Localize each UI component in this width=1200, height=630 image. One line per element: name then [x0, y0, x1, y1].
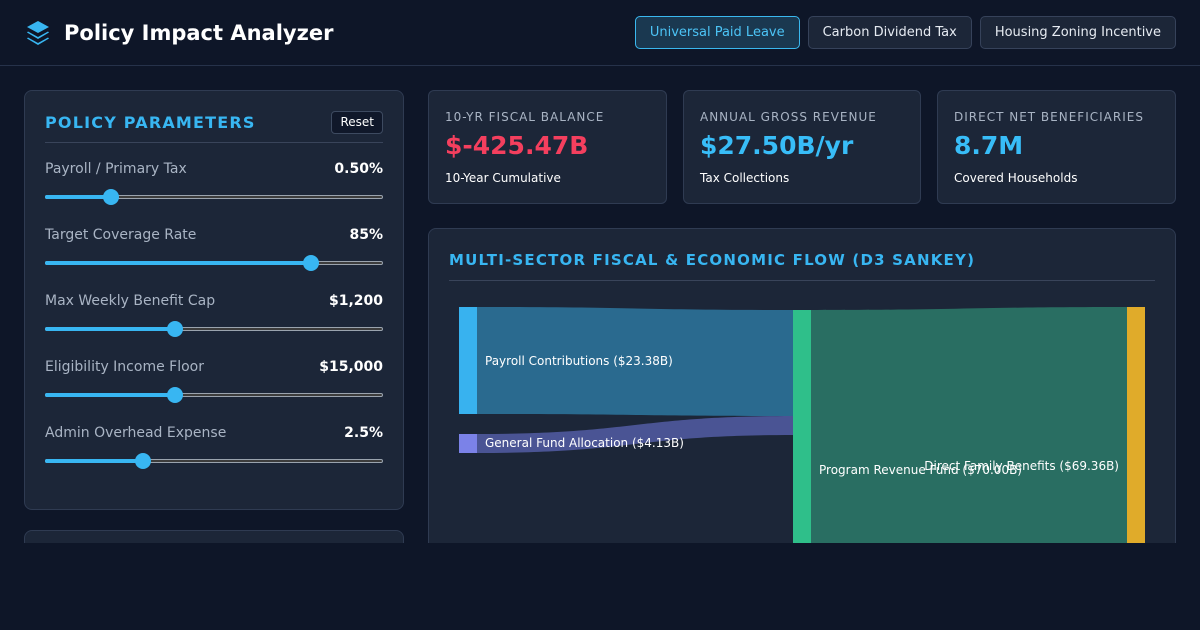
slider-thumb[interactable]: [102, 189, 119, 205]
sankey-node-family-benefits[interactable]: [1127, 307, 1145, 557]
param-admin-overhead: Admin Overhead Expense 2.5%: [45, 425, 383, 481]
policy-parameters-panel: POLICY PARAMETERS Reset Payroll / Primar…: [24, 90, 404, 510]
sankey-node-general-fund[interactable]: [459, 434, 477, 453]
kpi-subtitle: Covered Households: [954, 171, 1078, 185]
param-label: Max Weekly Benefit Cap: [45, 293, 216, 309]
kpi-fiscal-balance: 10-YR FISCAL BALANCE $-425.47B 10-Year C…: [428, 90, 667, 204]
sankey-diagram: Payroll Contributions ($23.38B) General …: [459, 307, 1145, 557]
parameters-title: POLICY PARAMETERS: [45, 113, 256, 132]
tab-housing-zoning-incentive[interactable]: Housing Zoning Incentive: [979, 16, 1176, 49]
slider-fill: [45, 459, 144, 463]
param-eligibility-income-floor: Eligibility Income Floor $15,000: [45, 359, 383, 415]
kpi-value: $-425.47B: [445, 131, 589, 160]
kpi-label: ANNUAL GROSS REVENUE: [700, 110, 877, 124]
slider-thumb[interactable]: [302, 255, 319, 271]
param-label: Payroll / Primary Tax: [45, 161, 187, 177]
slider-fill: [45, 327, 176, 331]
sankey-node-payroll[interactable]: [459, 307, 477, 414]
param-label: Target Coverage Rate: [45, 227, 197, 243]
admin-overhead-slider[interactable]: [45, 453, 383, 469]
slider-fill: [45, 393, 176, 397]
app-header: Policy Impact Analyzer Universal Paid Le…: [0, 0, 1200, 66]
max-weekly-benefit-slider[interactable]: [45, 321, 383, 337]
sankey-link-payroll-to-program[interactable]: [477, 307, 793, 416]
param-target-coverage: Target Coverage Rate 85%: [45, 227, 383, 283]
kpi-value: $27.50B/yr: [700, 131, 854, 160]
param-value: 0.50%: [334, 161, 383, 177]
stacked-layers-icon: [27, 21, 49, 45]
sankey-label-family-benefits: Direct Family Benefits ($69.36B): [924, 459, 1119, 473]
slider-thumb[interactable]: [167, 387, 184, 403]
app-title: Policy Impact Analyzer: [64, 21, 334, 45]
param-label: Eligibility Income Floor: [45, 359, 204, 375]
param-max-weekly-benefit: Max Weekly Benefit Cap $1,200: [45, 293, 383, 349]
target-coverage-slider[interactable]: [45, 255, 383, 271]
param-payroll-tax: Payroll / Primary Tax 0.50%: [45, 161, 383, 217]
slider-fill: [45, 261, 311, 265]
sankey-flow-panel: Payroll Contributions ($23.38B) General …: [428, 228, 1176, 558]
param-value: $15,000: [319, 359, 383, 375]
slider-thumb[interactable]: [135, 453, 152, 469]
kpi-value: 8.7M: [954, 131, 1024, 160]
kpi-subtitle: 10-Year Cumulative: [445, 171, 561, 185]
param-value: 85%: [349, 227, 383, 243]
sankey-label-general-fund: General Fund Allocation ($4.13B): [485, 436, 684, 450]
sankey-link-general-to-program[interactable]: [477, 416, 793, 453]
param-label: Admin Overhead Expense: [45, 425, 227, 441]
payroll-tax-slider[interactable]: [45, 189, 383, 205]
param-value: 2.5%: [344, 425, 383, 441]
kpi-annual-revenue: ANNUAL GROSS REVENUE $27.50B/yr Tax Coll…: [683, 90, 921, 204]
kpi-label: DIRECT NET BENEFICIARIES: [954, 110, 1144, 124]
kpi-label: 10-YR FISCAL BALANCE: [445, 110, 605, 124]
viewport-clip: [0, 543, 1200, 630]
policy-tabs: Universal Paid Leave Carbon Dividend Tax…: [634, 16, 1176, 49]
kpi-subtitle: Tax Collections: [700, 171, 790, 185]
flow-title: MULTI-SECTOR FISCAL & ECONOMIC FLOW (D3 …: [449, 251, 976, 269]
eligibility-income-floor-slider[interactable]: [45, 387, 383, 403]
sankey-label-program-fund: Program Revenue Fund ($70.00B): [819, 463, 1022, 477]
divider: [45, 142, 383, 143]
divider: [449, 280, 1155, 281]
kpi-net-beneficiaries: DIRECT NET BENEFICIARIES 8.7M Covered Ho…: [937, 90, 1176, 204]
sankey-node-program-fund[interactable]: [793, 310, 811, 557]
param-value: $1,200: [328, 293, 383, 309]
reset-button[interactable]: Reset: [331, 111, 383, 134]
secondary-panel: [24, 530, 404, 544]
slider-fill: [45, 195, 111, 199]
sankey-label-payroll: Payroll Contributions ($23.38B): [485, 354, 673, 368]
slider-thumb[interactable]: [167, 321, 184, 337]
tab-carbon-dividend-tax[interactable]: Carbon Dividend Tax: [807, 16, 972, 49]
tab-universal-paid-leave[interactable]: Universal Paid Leave: [634, 16, 800, 49]
sankey-link-program-to-benefits[interactable]: [811, 307, 1127, 557]
